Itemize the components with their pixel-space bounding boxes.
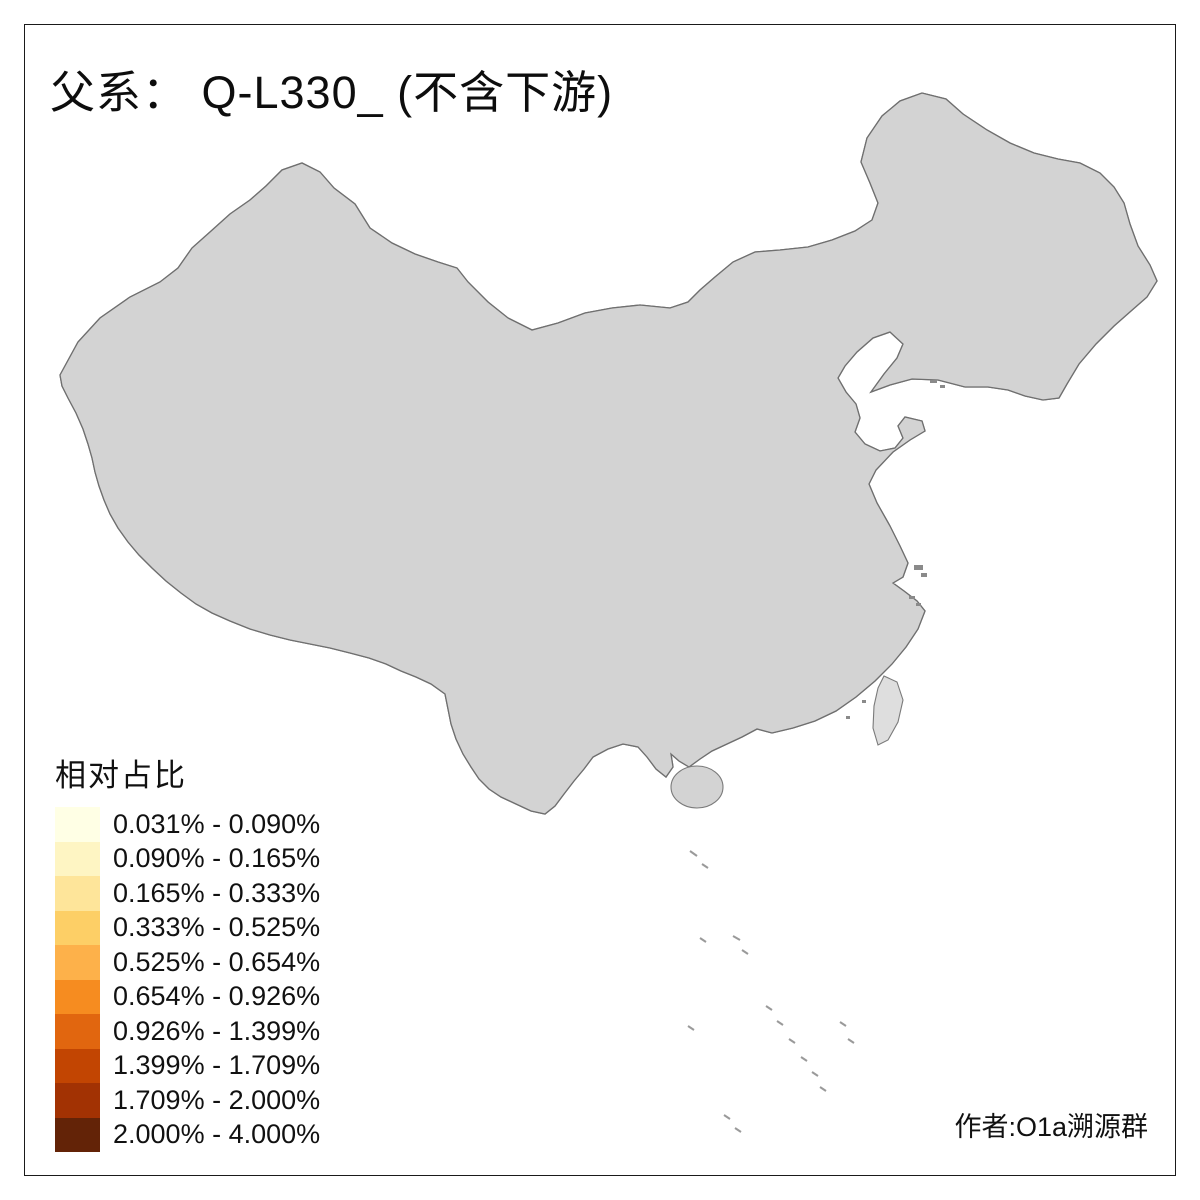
legend: 相对占比 0.031% - 0.090% 0.090% - 0.165% 0.165… (55, 750, 321, 1152)
legend-swatch (55, 876, 100, 911)
legend-swatch (55, 979, 100, 1014)
legend-swatch (55, 910, 100, 945)
legend-row: 0.090% - 0.165% (55, 841, 321, 876)
south-china-sea-islands (687, 850, 855, 1133)
legend-label: 0.654% - 0.926% (113, 981, 321, 1012)
legend-row: 0.654% - 0.926% (55, 979, 321, 1014)
legend-swatch (55, 1083, 100, 1118)
islands (670, 380, 945, 1133)
legend-label: 1.709% - 2.000% (113, 1084, 321, 1115)
legend-swatch (55, 1117, 100, 1152)
hainan-island (670, 765, 724, 809)
legend-row: 1.399% - 1.709% (55, 1048, 321, 1083)
legend-label: 1.399% - 1.709% (113, 1050, 321, 1081)
legend-label: 0.090% - 0.165% (113, 843, 321, 874)
legend-swatch (55, 841, 100, 876)
legend-row: 0.165% - 0.333% (55, 876, 320, 911)
legend-row: 1.709% - 2.000% (55, 1083, 320, 1118)
coastal-islets (846, 380, 945, 719)
legend-label: 0.165% - 0.333% (113, 877, 321, 908)
attribution: 作者:O1a溯源群 (954, 1112, 1148, 1142)
legend-swatch (55, 807, 100, 842)
legend-row: 0.031% - 0.090% (55, 807, 320, 842)
legend-swatch (55, 945, 100, 980)
legend-title: 相对占比 (55, 758, 187, 793)
legend-row: 0.333% - 0.525% (55, 910, 321, 945)
legend-label: 0.031% - 0.090% (113, 808, 321, 839)
legend-label: 0.333% - 0.525% (113, 912, 321, 943)
legend-label: 0.926% - 1.399% (113, 1015, 321, 1046)
legend-row: 0.525% - 0.654% (55, 945, 320, 980)
taiwan-island (872, 675, 904, 746)
legend-label: 0.525% - 0.654% (113, 946, 321, 977)
legend-row: 2.000% - 4.000% (55, 1117, 321, 1152)
mainland-outline (59, 92, 1158, 815)
legend-row: 0.926% - 1.399% (55, 1014, 320, 1049)
legend-swatch (55, 1048, 100, 1083)
legend-label: 2.000% - 4.000% (113, 1119, 321, 1150)
legend-rows: 0.031% - 0.090% 0.090% - 0.165% 0.165% - 0… (55, 807, 320, 1152)
page-title: 父系： Q-L330_ (不含下游) (50, 67, 614, 118)
legend-swatch (55, 1014, 100, 1049)
